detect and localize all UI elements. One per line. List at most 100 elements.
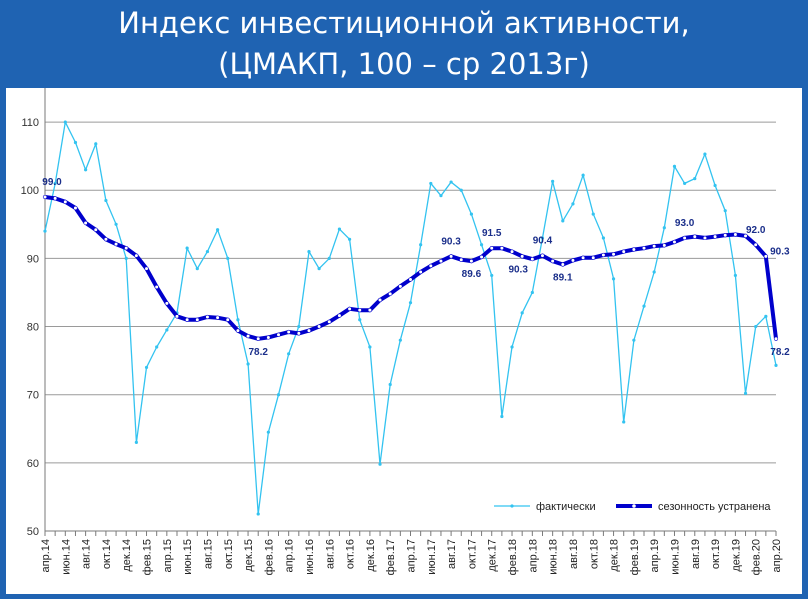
seasonal-point	[347, 306, 352, 311]
actual-point	[611, 277, 616, 281]
x-tick-label: фев.18	[507, 539, 519, 575]
data-label: 92.0	[746, 225, 766, 236]
x-tick-label: апр.20	[771, 539, 783, 572]
seasonal-point	[469, 259, 474, 264]
actual-point	[540, 236, 545, 240]
actual-point	[266, 430, 270, 434]
x-tick-label: апр.19	[649, 539, 661, 572]
x-tick-label: апр.16	[284, 539, 296, 572]
seasonal-point	[520, 254, 525, 259]
actual-point	[642, 304, 646, 308]
seasonal-point	[398, 284, 403, 289]
seasonal-point	[83, 220, 88, 226]
x-tick-label: апр.18	[527, 539, 539, 572]
data-label: 78.2	[770, 347, 790, 358]
seasonal-point	[672, 239, 677, 245]
chart-panel: 50 60 70 80 90 100 110 апр.14 июн.14 авг.14 окт.14…	[6, 88, 802, 594]
x-tick-label: авг.19	[690, 539, 702, 569]
seasonal-point	[134, 253, 139, 258]
grid	[45, 121, 776, 532]
investment-activity-chart: 50 60 70 80 90 100 110 апр.14 июн.14 авг.14 окт.14…	[21, 88, 790, 575]
actual-point	[94, 142, 98, 146]
actual-point	[368, 345, 372, 349]
seasonal-point	[550, 259, 555, 264]
actual-point	[601, 236, 606, 240]
x-tick-label: июн.17	[426, 539, 438, 575]
data-label: 90.3	[441, 236, 461, 247]
x-tick-label: дек.19	[730, 539, 742, 572]
seasonal-point	[367, 308, 372, 313]
seasonal-point	[682, 235, 687, 241]
actual-point	[723, 209, 727, 213]
seasonal-point	[286, 329, 291, 335]
seasonal-point	[438, 259, 444, 264]
seasonal-point	[113, 241, 119, 247]
actual-point	[581, 173, 585, 177]
actual-point	[571, 202, 575, 206]
actual-point	[43, 229, 47, 233]
actual-point	[561, 219, 565, 223]
actual-point	[165, 328, 169, 332]
x-tick-label: фев.15	[142, 539, 154, 575]
seasonal-point	[540, 253, 545, 258]
x-tick-label: авг.17	[446, 539, 458, 569]
actual-point	[297, 324, 301, 329]
x-tick-label: апр.15	[162, 539, 174, 572]
actual-point	[479, 243, 484, 247]
actual-point	[672, 164, 677, 168]
actual-point	[246, 362, 250, 366]
actual-point	[469, 212, 474, 216]
seasonal-point	[621, 249, 626, 254]
actual-point	[307, 249, 311, 254]
seasonal-point	[662, 243, 667, 248]
x-tick-label: окт.18	[588, 539, 600, 569]
actual-line	[44, 120, 777, 515]
seasonal-point	[530, 256, 535, 262]
actual-point	[317, 267, 321, 271]
seasonal-point	[560, 262, 565, 267]
actual-point	[520, 311, 524, 315]
actual-point	[429, 181, 433, 186]
x-tick-label: окт.15	[223, 539, 235, 569]
actual-point	[256, 512, 260, 516]
seasonal-point	[245, 333, 251, 339]
actual-point	[327, 256, 331, 260]
seasonal-point	[357, 308, 362, 313]
data-label: 90.3	[770, 246, 790, 257]
x-tick-label: фев.20	[751, 539, 763, 575]
actual-point	[347, 237, 352, 241]
seasonal-point	[499, 246, 504, 251]
actual-point	[378, 462, 382, 466]
actual-point	[500, 414, 504, 419]
actual-point	[764, 314, 768, 318]
actual-point	[358, 318, 362, 322]
seasonal-point	[509, 249, 515, 254]
seasonal-point	[276, 332, 281, 337]
actual-point	[205, 249, 210, 254]
seasonal-point	[124, 246, 129, 251]
actual-point	[551, 179, 555, 183]
seasonal-point	[631, 247, 636, 252]
actual-point	[683, 181, 687, 186]
seasonal-point	[733, 232, 738, 237]
actual-point	[63, 120, 67, 124]
actual-point	[195, 267, 199, 271]
data-label: 89.1	[553, 273, 573, 284]
seasonal-point	[306, 328, 312, 333]
seasonal-point	[195, 317, 200, 322]
actual-point	[388, 382, 392, 387]
seasonal-point	[702, 235, 708, 241]
data-label: 90.3	[508, 264, 528, 275]
seasonal-point	[256, 336, 261, 341]
actual-point	[124, 256, 128, 260]
seasonal-point	[753, 242, 758, 247]
x-tick-label: фев.17	[385, 539, 397, 575]
seasonal-point	[570, 258, 576, 263]
seasonal-point	[723, 233, 728, 238]
seasonal-point	[377, 297, 383, 303]
y-tick-label: 80	[27, 322, 39, 334]
actual-point	[419, 243, 423, 247]
actual-point	[408, 301, 413, 305]
x-tick-label: дек.17	[487, 539, 499, 572]
actual-point	[215, 228, 220, 232]
